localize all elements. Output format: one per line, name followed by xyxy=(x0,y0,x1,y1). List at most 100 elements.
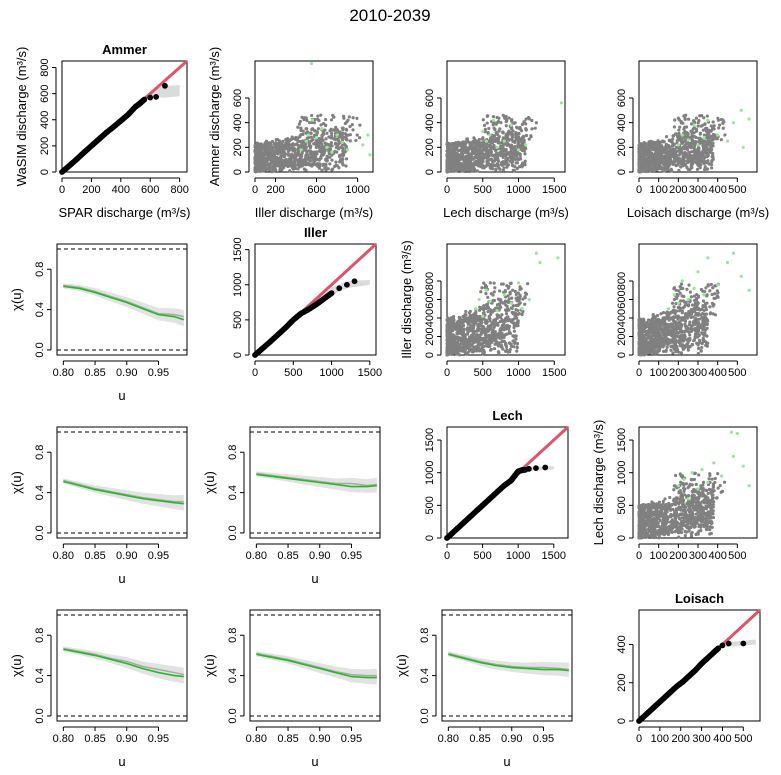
scatter-point xyxy=(296,125,300,129)
scatter-point xyxy=(665,345,669,349)
scatter-point xyxy=(461,319,465,323)
scatter-point xyxy=(341,163,345,167)
scatter-point xyxy=(262,165,266,169)
scatter-point xyxy=(511,339,515,343)
scatter-point xyxy=(510,118,514,122)
scatter-point xyxy=(464,351,468,355)
scatter-point xyxy=(332,115,336,119)
scatter-point xyxy=(338,160,342,164)
scatter-point xyxy=(710,138,714,142)
scatter-point xyxy=(658,155,662,159)
scatter-point xyxy=(658,148,662,152)
y-tick-label: 400 xyxy=(39,111,51,129)
scatter-point xyxy=(514,161,518,165)
scatter-point xyxy=(468,336,472,341)
scatter-point xyxy=(515,166,519,171)
scatter-point xyxy=(487,327,491,331)
plot-frame xyxy=(254,60,374,173)
scatter-point xyxy=(709,129,713,133)
scatter-point xyxy=(327,135,331,139)
scatter-point xyxy=(450,352,454,356)
scatter-point xyxy=(520,312,524,317)
scatter-point xyxy=(702,167,707,172)
qq-point xyxy=(147,94,154,101)
scatter-point xyxy=(446,338,450,342)
scatter-point xyxy=(340,137,345,142)
scatter-point xyxy=(672,328,676,332)
scatter-point xyxy=(698,131,702,135)
scatter-point xyxy=(663,156,668,160)
scatter-point xyxy=(293,166,298,171)
scatter-point xyxy=(312,150,317,154)
scatter-point xyxy=(472,349,476,353)
scatter-point xyxy=(473,318,477,322)
scatter-point xyxy=(647,160,651,165)
scatter-point xyxy=(527,117,532,121)
scatter-point xyxy=(495,303,500,307)
scatter-point xyxy=(289,155,293,159)
scatter-point xyxy=(707,134,711,138)
scatter-point xyxy=(695,155,699,159)
scatter-point xyxy=(651,144,656,148)
scatter-point xyxy=(530,127,534,131)
highlight-point xyxy=(741,145,745,149)
scatter-point xyxy=(288,158,293,162)
scatter-point xyxy=(482,317,486,321)
scatter-point xyxy=(255,158,259,162)
scatter-point xyxy=(645,169,649,173)
scatter-point xyxy=(459,327,463,331)
scatter-point xyxy=(293,151,297,155)
highlight-point xyxy=(520,307,524,311)
scatter-point xyxy=(289,143,294,147)
scatter-point xyxy=(488,157,493,162)
scatter-point xyxy=(308,159,312,163)
scatter-point xyxy=(504,332,508,337)
scatter-point xyxy=(468,313,472,318)
scatter-point xyxy=(484,292,488,296)
scatter-point xyxy=(677,128,681,132)
scatter-point xyxy=(504,114,508,119)
scatter-point xyxy=(489,291,493,296)
scatter-point xyxy=(702,116,706,120)
scatter-point xyxy=(524,133,529,138)
scatter-point xyxy=(686,132,690,136)
scatter-point xyxy=(447,330,451,334)
scatter-point xyxy=(679,162,683,166)
scatter-point xyxy=(321,138,325,143)
scatter-point xyxy=(446,318,451,322)
scatter-point xyxy=(523,291,528,295)
highlight-point xyxy=(481,314,485,318)
scatter-point xyxy=(446,144,450,149)
scatter-point xyxy=(525,282,530,286)
scatter-point xyxy=(499,343,503,347)
scatter-point xyxy=(673,118,677,122)
x-tick-label: 400 xyxy=(708,184,726,196)
scatter-point xyxy=(721,126,725,130)
scatter-point xyxy=(683,140,687,144)
scatter-point xyxy=(515,345,519,349)
scatter-point xyxy=(706,341,710,345)
scatter-point xyxy=(461,337,465,342)
y-tick-label: 200 xyxy=(39,137,51,155)
scatter-point xyxy=(472,161,476,165)
scatter-point xyxy=(504,312,509,316)
scatter-point xyxy=(485,302,490,306)
scatter-point xyxy=(479,324,483,328)
scatter-point xyxy=(272,166,276,170)
y-tick-label: 0 xyxy=(232,352,244,358)
scatter-point xyxy=(480,286,484,290)
x-tick-label: 500 xyxy=(284,367,302,379)
scatter-point xyxy=(494,338,498,342)
y-tick-label: 0.4 xyxy=(34,302,46,317)
scatter-point xyxy=(462,340,466,344)
scatter-point xyxy=(330,136,334,140)
y-tick-label: 0 xyxy=(232,169,244,175)
scatter-point xyxy=(309,139,314,143)
scatter-point xyxy=(275,147,279,152)
scatter-point xyxy=(694,135,698,140)
scatter-point xyxy=(719,138,723,142)
scatter-point xyxy=(282,151,286,155)
scatter-point xyxy=(505,163,509,167)
highlight-point xyxy=(320,127,324,131)
